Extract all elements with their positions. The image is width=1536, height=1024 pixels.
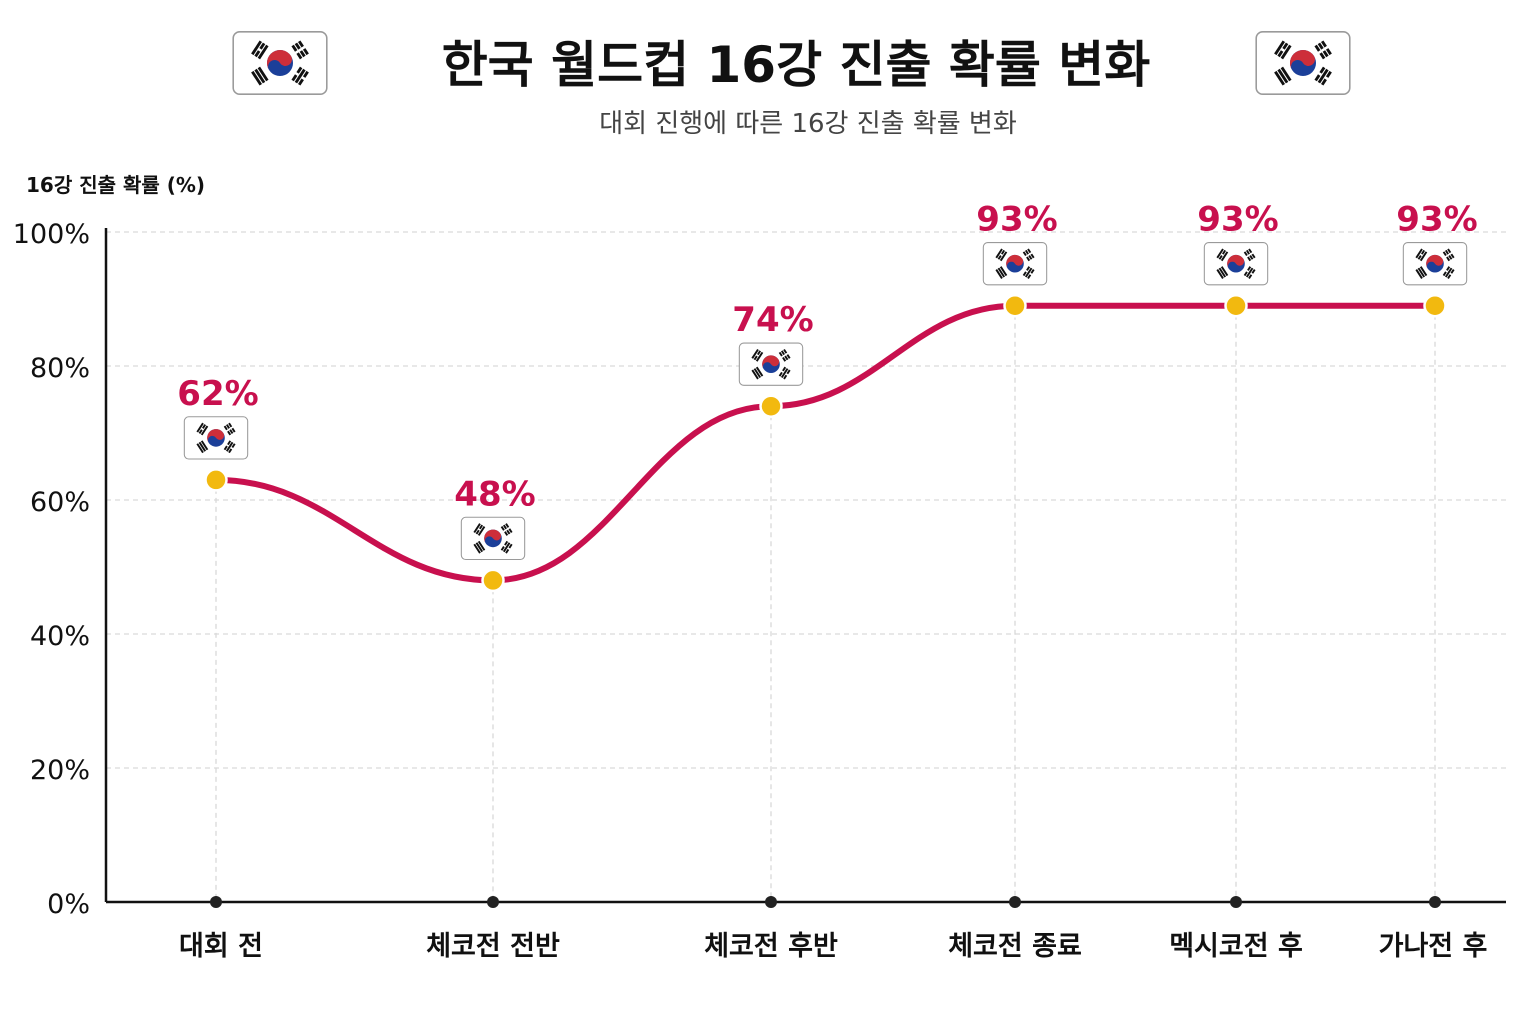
korean-flag-icon <box>1402 241 1468 286</box>
point-flags <box>183 241 1468 561</box>
x-tick-label: 체코전 후반 <box>704 931 838 962</box>
data-point <box>481 568 505 593</box>
x-tick-label: 가나전 후 <box>1379 931 1488 962</box>
data-label: 93% <box>1197 200 1278 240</box>
x-tick-dot <box>1429 896 1441 908</box>
data-label: 48% <box>454 474 535 514</box>
series-line <box>213 302 1438 584</box>
y-tick-label: 0% <box>47 889 90 920</box>
data-labels: 62% 48% 74% 93% 93% 93% <box>177 200 1477 515</box>
data-label: 62% <box>177 374 258 414</box>
korean-flag-icon <box>231 30 329 96</box>
chart-title: 한국 월드컵 16강 진출 확률 변화 <box>442 36 1151 94</box>
y-tick-label: 40% <box>30 621 90 652</box>
category-guides <box>215 305 1436 902</box>
y-tick-label: 100% <box>13 219 90 250</box>
korean-flag-icon <box>460 516 526 561</box>
korean-flag-icon <box>1203 241 1269 286</box>
x-tick-dot <box>765 896 777 908</box>
y-tick-label: 80% <box>30 353 90 384</box>
data-point <box>1003 293 1027 318</box>
x-tick-dot <box>487 896 499 908</box>
x-tick-dot <box>210 896 222 908</box>
x-tick-label: 멕시코전 후 <box>1169 931 1303 962</box>
y-axis-ticks: 0% 20% 40% 60% 80% 100% <box>13 219 90 920</box>
chart-subtitle: 대회 진행에 따른 16강 진출 확률 변화 <box>599 109 1017 139</box>
x-tick-label: 대회 전 <box>179 931 263 962</box>
data-label: 74% <box>732 300 813 340</box>
x-tick-label: 체코전 전반 <box>426 931 560 962</box>
data-point <box>1224 293 1248 318</box>
data-point <box>759 394 783 418</box>
data-label: 93% <box>976 200 1057 240</box>
korean-flag-icon <box>738 342 804 387</box>
data-points <box>204 293 1447 593</box>
data-point <box>1423 293 1447 318</box>
korean-flag-icon <box>982 241 1048 286</box>
data-label: 93% <box>1396 200 1477 240</box>
y-tick-label: 20% <box>30 755 90 786</box>
korean-flag-icon <box>1254 30 1352 96</box>
x-tick-dot <box>1009 896 1021 908</box>
y-tick-label: 60% <box>30 487 90 518</box>
x-axis-ticks: 대회 전 체코전 전반 체코전 후반 체코전 종료 멕시코전 후 가나전 후 <box>179 896 1487 962</box>
x-tick-dot <box>1230 896 1242 908</box>
header: 한국 월드컵 16강 진출 확률 변화 대회 진행에 따른 16강 진출 확률 … <box>231 30 1352 139</box>
korean-flag-icon <box>183 415 249 460</box>
x-tick-label: 체코전 종료 <box>948 931 1082 962</box>
data-point <box>204 468 228 492</box>
y-axis-title: 16강 진출 확률 (%) <box>26 173 205 197</box>
